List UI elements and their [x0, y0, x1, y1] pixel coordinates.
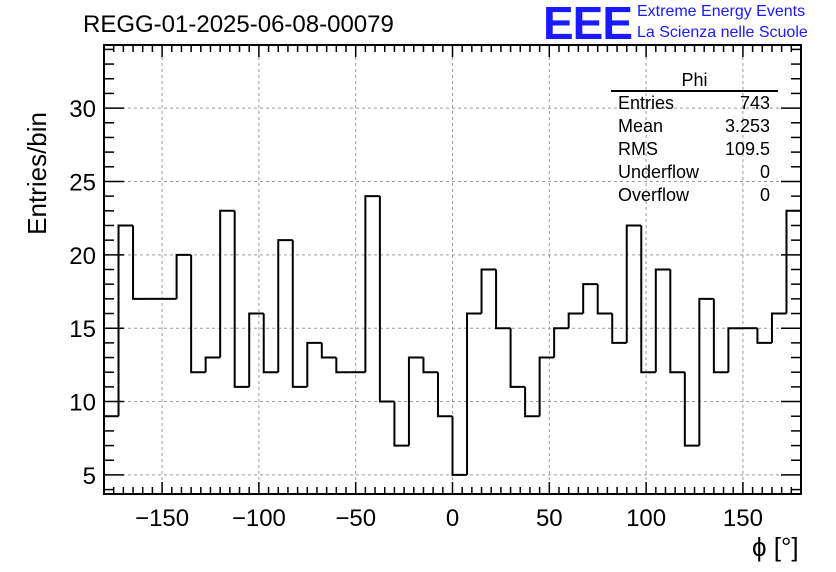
run-title: REGG-01-2025-06-08-00079: [83, 11, 394, 38]
stats-row-mean: Mean 3.253: [611, 115, 778, 138]
stats-value: 3.253: [724, 116, 770, 136]
histogram-bin: [422, 357, 438, 374]
y-tick-label: 30: [69, 96, 96, 123]
histogram-layer: [104, 195, 802, 476]
histogram-bin: [306, 341, 322, 387]
y-axis-label: Entries/bin: [22, 112, 52, 235]
y-tick-label: 25: [69, 169, 96, 196]
histogram-bin: [770, 312, 787, 343]
y-tick-label: 10: [69, 390, 96, 417]
histogram-bin: [132, 225, 148, 300]
histogram-bin: [654, 268, 671, 373]
histogram-bin: [364, 195, 380, 373]
axis-ticks: [104, 45, 801, 494]
stats-row-underflow: Underflow 0: [611, 161, 778, 184]
histogram-bin: [727, 327, 743, 373]
histogram-bin: [625, 224, 642, 343]
x-tick-label: −100: [232, 505, 286, 532]
y-tick-label: 5: [83, 463, 96, 490]
x-axis-label: ϕ [°]: [752, 532, 799, 562]
stats-box: Phi Entries 743 Mean 3.253 RMS 109.5 Und…: [611, 70, 778, 207]
y-tick-label: 20: [69, 243, 96, 270]
histogram-bin: [219, 209, 235, 358]
histogram-bin: [524, 386, 540, 418]
logo-line-2: La Scienza nelle Scuole: [637, 24, 808, 41]
eee-logo: EEE: [543, 0, 633, 49]
histogram-bin: [407, 356, 424, 446]
stats-label: Mean: [618, 116, 664, 136]
x-tick-label: −50: [335, 505, 376, 532]
x-tick-label: 0: [446, 505, 459, 532]
stats-label: RMS: [618, 139, 658, 159]
histogram-bin: [262, 313, 279, 374]
tick-labels: −150 −100 −50 0 50 100 150 5 10 15 20 25 30: [69, 96, 763, 532]
histogram-bin: [335, 357, 351, 374]
histogram-bin: [436, 372, 453, 418]
histogram-bin: [611, 313, 627, 344]
histogram-bin: [582, 283, 598, 314]
histogram-bin: [756, 328, 772, 344]
stats-value: 109.5: [724, 139, 770, 159]
histogram-bin: [495, 269, 511, 330]
x-tick-label: 100: [626, 505, 666, 532]
stats-row-entries: Entries 743: [611, 92, 778, 115]
histogram-bin: [553, 327, 569, 358]
histogram-bin: [712, 298, 729, 374]
histogram-bin: [320, 342, 337, 359]
stats-label: Overflow: [618, 185, 690, 205]
histogram-bin: [596, 284, 613, 315]
x-tick-label: −150: [135, 505, 189, 532]
histogram-bin: [117, 224, 134, 417]
x-tick-label: 150: [723, 505, 763, 532]
histogram-bin: [378, 196, 395, 403]
histogram-bin: [538, 356, 555, 417]
stats-value: 0: [759, 162, 770, 182]
histogram-bin: [698, 297, 714, 446]
histogram-bin: [190, 254, 206, 374]
histogram-bin: [567, 312, 584, 329]
histogram-bin: [277, 239, 293, 373]
stats-label: Underflow: [618, 162, 700, 182]
histogram-bin: [669, 269, 685, 374]
histogram-bin: [393, 401, 409, 447]
histogram-bin: [640, 225, 656, 374]
histogram-bin: [291, 240, 308, 388]
y-tick-label: 15: [69, 316, 96, 343]
histogram-bin: [683, 372, 700, 447]
x-tick-label: 50: [536, 505, 563, 532]
histogram-bin: [466, 312, 482, 475]
histogram-bin: [480, 268, 497, 314]
stats-value: 743: [739, 93, 770, 113]
stats-row-rms: RMS 109.5: [611, 138, 778, 161]
logo-line-1: Extreme Energy Events: [637, 3, 806, 20]
stats-label: Entries: [618, 93, 675, 113]
histogram-bin: [451, 416, 468, 476]
histogram-bin: [204, 356, 221, 373]
histogram-bin: [175, 253, 192, 299]
histogram-bin: [248, 312, 264, 387]
stats-row-overflow: Overflow 0: [611, 184, 778, 207]
stats-value: 0: [759, 185, 770, 205]
histogram-bin: [233, 210, 250, 388]
stats-title: Phi: [611, 70, 778, 92]
histogram-bin: [509, 328, 526, 388]
